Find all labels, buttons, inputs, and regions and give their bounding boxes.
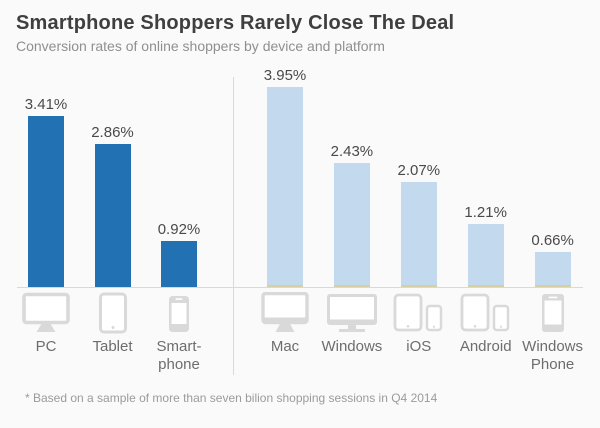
bar-column-ios: 2.07% xyxy=(386,60,452,287)
chart-subtitle: Conversion rates of online shoppers by d… xyxy=(16,38,385,54)
category-smartphone: Smart-phone xyxy=(137,292,221,374)
bar-android xyxy=(467,224,504,287)
category-label-android: Android xyxy=(459,338,512,355)
category-ios: iOS xyxy=(377,292,461,356)
value-label-android: 1.21% xyxy=(464,204,507,221)
category-label-windows: Windows xyxy=(321,338,383,355)
category-label-smartphone: Smart-phone xyxy=(156,338,202,373)
category-label-pc: PC xyxy=(35,338,57,355)
tablet-and-phone-icon xyxy=(392,292,446,334)
tablet-and-phone-icon xyxy=(459,292,513,334)
value-label-ios: 2.07% xyxy=(397,162,441,179)
widescreen-monitor-icon xyxy=(326,292,377,334)
baseline-axis xyxy=(17,287,583,288)
group-divider-line xyxy=(233,77,234,375)
imac-icon xyxy=(261,292,309,334)
category-label-mac: Mac xyxy=(270,338,300,355)
bar-windows-phone xyxy=(534,252,571,287)
desktop-monitor-icon xyxy=(22,292,70,334)
value-label-mac: 3.95% xyxy=(263,67,307,84)
bar-mac xyxy=(267,87,303,287)
category-pc: PC xyxy=(4,292,88,356)
bar-column-windows-phone: 0.66% xyxy=(520,60,586,287)
category-windows: Windows xyxy=(310,292,394,356)
smartphone-large-icon xyxy=(529,292,577,334)
category-tablet: Tablet xyxy=(71,292,155,356)
value-label-pc: 3.41% xyxy=(24,96,68,113)
smartphone-icon xyxy=(155,292,203,334)
bar-tablet xyxy=(94,144,131,287)
value-label-tablet: 2.86% xyxy=(91,124,134,141)
bar-windows xyxy=(333,163,370,287)
bar-column-android: 1.21% xyxy=(453,60,519,287)
chart-header: Smartphone Shoppers Rarely Close The Dea… xyxy=(16,11,454,54)
bar-column-smartphone: 0.92% xyxy=(146,60,212,287)
bar-smartphone xyxy=(161,241,197,287)
category-windows-phone: Windows Phone xyxy=(511,292,595,374)
category-label-ios: iOS xyxy=(406,338,432,355)
bar-pc xyxy=(28,116,64,287)
tablet-icon xyxy=(89,292,137,334)
bar-column-windows: 2.43% xyxy=(319,60,385,287)
value-label-smartphone: 0.92% xyxy=(157,221,201,238)
category-mac: Mac xyxy=(243,292,327,356)
category-label-tablet: Tablet xyxy=(92,338,133,355)
footnote: * Based on a sample of more than seven b… xyxy=(25,391,438,405)
category-android: Android xyxy=(444,292,528,356)
value-label-windows-phone: 0.66% xyxy=(531,232,574,249)
bar-column-pc: 3.41% xyxy=(13,60,79,287)
category-label-windows-phone: Windows Phone xyxy=(522,338,584,373)
bar-column-mac: 3.95% xyxy=(252,60,318,287)
bar-ios xyxy=(400,182,437,287)
value-label-windows: 2.43% xyxy=(330,143,374,160)
chart-title: Smartphone Shoppers Rarely Close The Dea… xyxy=(16,12,455,34)
bar-column-tablet: 2.86% xyxy=(80,60,146,287)
